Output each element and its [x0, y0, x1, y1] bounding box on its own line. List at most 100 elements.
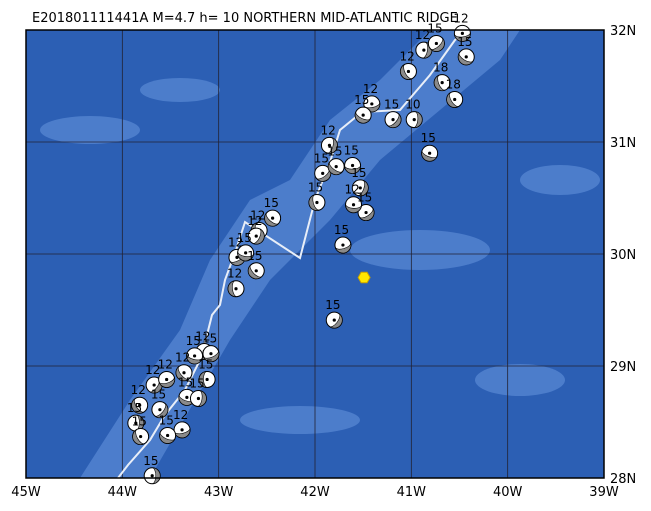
ball-quadrant: [132, 429, 145, 445]
ball-center: [185, 395, 189, 399]
y-tick-label: 30N: [610, 248, 636, 263]
ball-center: [334, 165, 338, 169]
beachball: [327, 158, 345, 176]
ball-center: [332, 318, 336, 322]
beachball: [357, 204, 375, 222]
depth-label: 15: [198, 357, 213, 371]
frame: [25, 29, 605, 479]
ball-center: [205, 377, 209, 382]
beachball: [308, 193, 326, 211]
x-tick-label: 39W: [589, 485, 619, 500]
y-tick-label: 28N: [610, 472, 636, 487]
depth-label: 12: [227, 267, 242, 281]
depth-label: 12: [228, 235, 243, 249]
depth-label: 12: [345, 183, 360, 197]
depth-label: 15: [202, 332, 217, 346]
ball-quadrant: [345, 204, 362, 213]
ball-center: [158, 408, 162, 412]
depth-label: 15: [384, 98, 399, 112]
depth-label: 15: [351, 166, 366, 180]
ball-center: [150, 474, 154, 478]
beachball: [159, 426, 177, 444]
ball-center: [254, 269, 258, 273]
beachball: [334, 236, 352, 254]
y-tick-label: 31N: [610, 136, 636, 151]
x-tick-label: 44W: [108, 485, 138, 500]
depth-label: 18: [446, 77, 461, 91]
ball-center: [391, 118, 395, 122]
beachball: [186, 347, 204, 365]
depth-label: 12: [415, 28, 430, 42]
beachball: [151, 401, 169, 419]
ball-center: [166, 433, 170, 438]
depth-label: 12: [320, 123, 335, 137]
beachball: [158, 370, 176, 388]
ball-center: [434, 41, 438, 46]
depth-label: 15: [178, 375, 193, 389]
beachball: [446, 90, 464, 108]
depth-label: 12: [453, 11, 468, 25]
beachball: [237, 244, 255, 262]
depth-label: 15: [314, 151, 329, 165]
depth-label: 15: [237, 231, 252, 245]
map-title: E201801111441A M=4.7 h= 10 NORTHERN MID-…: [32, 11, 458, 26]
depth-label: 15: [127, 401, 142, 415]
depth-label: 18: [433, 61, 448, 75]
ball-center: [180, 428, 184, 432]
ball-quadrant: [316, 168, 331, 182]
depth-label: 10: [405, 98, 420, 112]
ball-center: [271, 216, 275, 220]
events: [127, 24, 475, 485]
y-tick-label: 29N: [610, 360, 636, 375]
ball-center: [341, 243, 345, 247]
beachball: [202, 345, 220, 363]
depth-label: 12: [158, 357, 173, 371]
depth-label: 15: [247, 249, 262, 263]
beachball: [325, 311, 343, 329]
ball-quadrant: [329, 313, 343, 329]
depth-label: 15: [327, 145, 342, 159]
beachball: [143, 467, 161, 485]
ball-center: [464, 55, 468, 59]
depth-label: 12: [250, 208, 265, 222]
ball-center: [234, 287, 238, 291]
beachball: [415, 41, 433, 59]
x-tick-label: 43W: [204, 485, 234, 500]
ball-center: [412, 118, 416, 122]
depth-label: 12: [195, 329, 210, 343]
ball-center: [453, 97, 457, 102]
ball-quadrant: [359, 208, 375, 221]
ball-center: [460, 31, 464, 35]
x-tick-label: 41W: [397, 485, 427, 500]
beachball: [131, 396, 149, 414]
beachball: [132, 428, 150, 446]
depth-label: 15: [457, 35, 472, 49]
y-tick-label: 32N: [610, 24, 636, 39]
depth-label: 15: [308, 180, 323, 194]
depth-label: 12: [131, 383, 146, 397]
ball-center: [327, 143, 332, 147]
depth-label: 12: [247, 214, 262, 228]
ball-quadrant: [400, 64, 413, 80]
ball-center: [440, 81, 444, 85]
beachball: [198, 370, 216, 388]
beachball: [421, 144, 439, 162]
depth-label: 12: [145, 363, 160, 377]
depth-label: 15: [427, 21, 442, 35]
ball-center: [138, 403, 142, 407]
depth-label: 12: [175, 351, 190, 365]
ball-center: [134, 421, 138, 425]
ball-quadrant: [421, 150, 438, 162]
ball-quadrant: [152, 467, 161, 485]
ball-center: [370, 102, 374, 106]
ball-center: [428, 151, 432, 155]
ball-center: [182, 371, 186, 375]
depth-label: 15: [334, 223, 349, 237]
beachball: [175, 364, 193, 382]
beachball: [314, 164, 332, 182]
beachball: [427, 34, 445, 52]
beachball: [457, 48, 475, 66]
beachball: [354, 106, 372, 124]
depth-label: 15: [159, 413, 174, 427]
ball-center: [358, 186, 362, 190]
